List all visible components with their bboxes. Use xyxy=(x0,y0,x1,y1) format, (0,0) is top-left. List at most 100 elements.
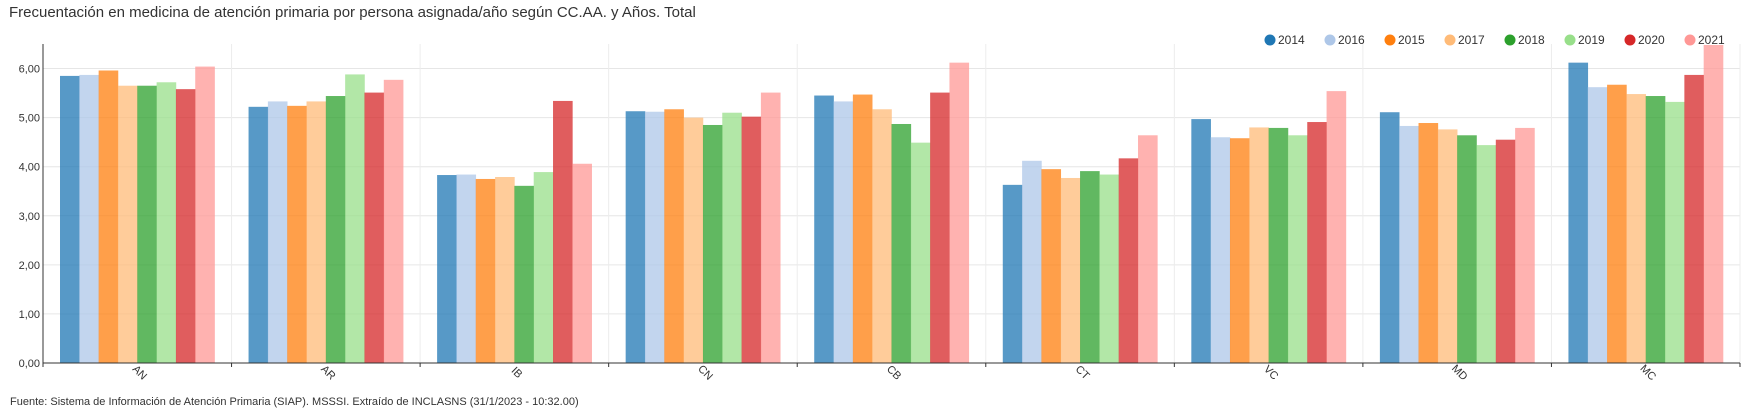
legend-label-2021[interactable]: 2021 xyxy=(1698,33,1725,47)
bar-CT-2019[interactable] xyxy=(1099,174,1119,363)
x-tick-label: CN xyxy=(695,363,715,383)
bar-MC-2016[interactable] xyxy=(1587,87,1608,364)
bar-MC-2014[interactable] xyxy=(1568,62,1589,363)
legend-swatch-2020[interactable] xyxy=(1624,34,1636,46)
bar-MD-2021[interactable] xyxy=(1515,127,1535,363)
bar-MD-2015[interactable] xyxy=(1418,123,1439,363)
legend-swatch-2016[interactable] xyxy=(1324,34,1336,46)
legend-label-2014[interactable]: 2014 xyxy=(1278,33,1305,47)
bar-VC-2014[interactable] xyxy=(1191,119,1211,363)
bars[interactable] xyxy=(60,44,1724,364)
bar-AR-2014[interactable] xyxy=(248,106,269,364)
y-tick-label: 0,00 xyxy=(19,358,40,370)
bar-CN-2019[interactable] xyxy=(722,112,742,363)
bar-CT-2017[interactable] xyxy=(1060,177,1081,363)
bar-CT-2016[interactable] xyxy=(1022,160,1042,363)
bar-AR-2019[interactable] xyxy=(345,74,365,364)
bar-VC-2020[interactable] xyxy=(1307,122,1327,363)
bar-AN-2019[interactable] xyxy=(156,82,177,363)
bar-MD-2020[interactable] xyxy=(1495,139,1516,363)
bar-CT-2020[interactable] xyxy=(1118,158,1139,363)
legend-swatch-2015[interactable] xyxy=(1384,34,1396,46)
legend-label-2016[interactable]: 2016 xyxy=(1338,33,1365,47)
bar-CB-2018[interactable] xyxy=(891,123,912,363)
source-note: Fuente: Sistema de Información de Atenci… xyxy=(10,396,579,408)
bar-MD-2016[interactable] xyxy=(1399,125,1419,363)
bar-AR-2018[interactable] xyxy=(325,96,346,363)
bar-CB-2021[interactable] xyxy=(949,62,970,363)
bar-VC-2015[interactable] xyxy=(1229,138,1250,363)
bar-MC-2018[interactable] xyxy=(1645,96,1666,363)
bar-AR-2020[interactable] xyxy=(364,92,385,363)
legend-label-2020[interactable]: 2020 xyxy=(1638,33,1665,47)
bar-VC-2019[interactable] xyxy=(1287,135,1308,363)
bar-IB-2021[interactable] xyxy=(572,163,592,363)
bar-VC-2018[interactable] xyxy=(1268,127,1289,363)
bar-CB-2016[interactable] xyxy=(833,101,854,364)
legend-label-2015[interactable]: 2015 xyxy=(1398,33,1425,47)
bar-CN-2020[interactable] xyxy=(741,116,762,363)
bar-CT-2021[interactable] xyxy=(1138,135,1158,363)
bar-CT-2018[interactable] xyxy=(1080,171,1100,363)
bar-AR-2021[interactable] xyxy=(383,79,404,363)
bar-IB-2016[interactable] xyxy=(456,174,477,363)
x-tick-label: MC xyxy=(1638,363,1659,384)
bar-IB-2019[interactable] xyxy=(533,172,554,363)
legend[interactable]: 2014 2016 2015 2017 2018 2019 2020 2021 xyxy=(1264,33,1726,47)
bar-AN-2014[interactable] xyxy=(60,75,80,364)
bar-AN-2021[interactable] xyxy=(195,66,215,364)
bar-CB-2014[interactable] xyxy=(814,95,834,364)
bar-CN-2016[interactable] xyxy=(644,111,665,363)
legend-swatch-2017[interactable] xyxy=(1444,34,1456,46)
bar-MC-2019[interactable] xyxy=(1665,101,1685,363)
bar-IB-2018[interactable] xyxy=(514,185,535,363)
bar-CN-2018[interactable] xyxy=(702,124,723,363)
bar-MD-2019[interactable] xyxy=(1476,145,1497,363)
bar-MC-2021[interactable] xyxy=(1703,44,1724,363)
bar-CT-2015[interactable] xyxy=(1041,169,1062,363)
y-tick-label: 3,00 xyxy=(19,211,40,223)
bar-CB-2017[interactable] xyxy=(872,109,892,363)
bar-VC-2017[interactable] xyxy=(1249,127,1269,363)
bar-MC-2017[interactable] xyxy=(1626,94,1647,363)
bar-MC-2020[interactable] xyxy=(1684,74,1704,364)
legend-swatch-2021[interactable] xyxy=(1684,34,1696,46)
bar-CN-2021[interactable] xyxy=(760,92,781,363)
legend-label-2019[interactable]: 2019 xyxy=(1578,33,1605,47)
bar-IB-2020[interactable] xyxy=(553,100,573,363)
bar-AR-2015[interactable] xyxy=(287,105,307,364)
bar-IB-2014[interactable] xyxy=(437,175,457,363)
bar-MD-2014[interactable] xyxy=(1379,112,1400,364)
bar-CN-2014[interactable] xyxy=(625,111,646,363)
legend-swatch-2019[interactable] xyxy=(1564,34,1576,46)
bar-AR-2017[interactable] xyxy=(306,101,327,364)
bar-IB-2015[interactable] xyxy=(475,178,496,363)
bar-MD-2018[interactable] xyxy=(1457,135,1477,363)
x-tick-label: AR xyxy=(318,363,337,382)
bar-CB-2015[interactable] xyxy=(852,94,873,364)
legend-label-2017[interactable]: 2017 xyxy=(1458,33,1485,47)
bar-IB-2017[interactable] xyxy=(495,176,515,363)
y-tick-label: 6,00 xyxy=(19,64,40,76)
legend-label-2018[interactable]: 2018 xyxy=(1518,33,1545,47)
bar-CN-2015[interactable] xyxy=(664,109,684,363)
bar-VC-2021[interactable] xyxy=(1326,91,1347,364)
bar-AN-2015[interactable] xyxy=(98,70,119,364)
bar-AR-2016[interactable] xyxy=(267,101,288,364)
bar-AN-2018[interactable] xyxy=(137,85,157,363)
bar-CB-2019[interactable] xyxy=(910,142,931,363)
bar-MC-2015[interactable] xyxy=(1607,84,1627,363)
y-tick-label: 1,00 xyxy=(19,309,40,321)
bar-MD-2017[interactable] xyxy=(1437,129,1458,363)
bar-AN-2016[interactable] xyxy=(79,74,99,364)
y-tick-label: 5,00 xyxy=(19,113,40,125)
bar-AN-2020[interactable] xyxy=(175,89,196,364)
bar-AN-2017[interactable] xyxy=(117,85,138,363)
bar-CB-2020[interactable] xyxy=(930,92,950,363)
bar-CN-2017[interactable] xyxy=(683,117,704,363)
legend-swatch-2018[interactable] xyxy=(1504,34,1516,46)
bar-CT-2014[interactable] xyxy=(1002,184,1023,363)
bar-VC-2016[interactable] xyxy=(1210,137,1231,363)
legend-swatch-2014[interactable] xyxy=(1264,34,1276,46)
